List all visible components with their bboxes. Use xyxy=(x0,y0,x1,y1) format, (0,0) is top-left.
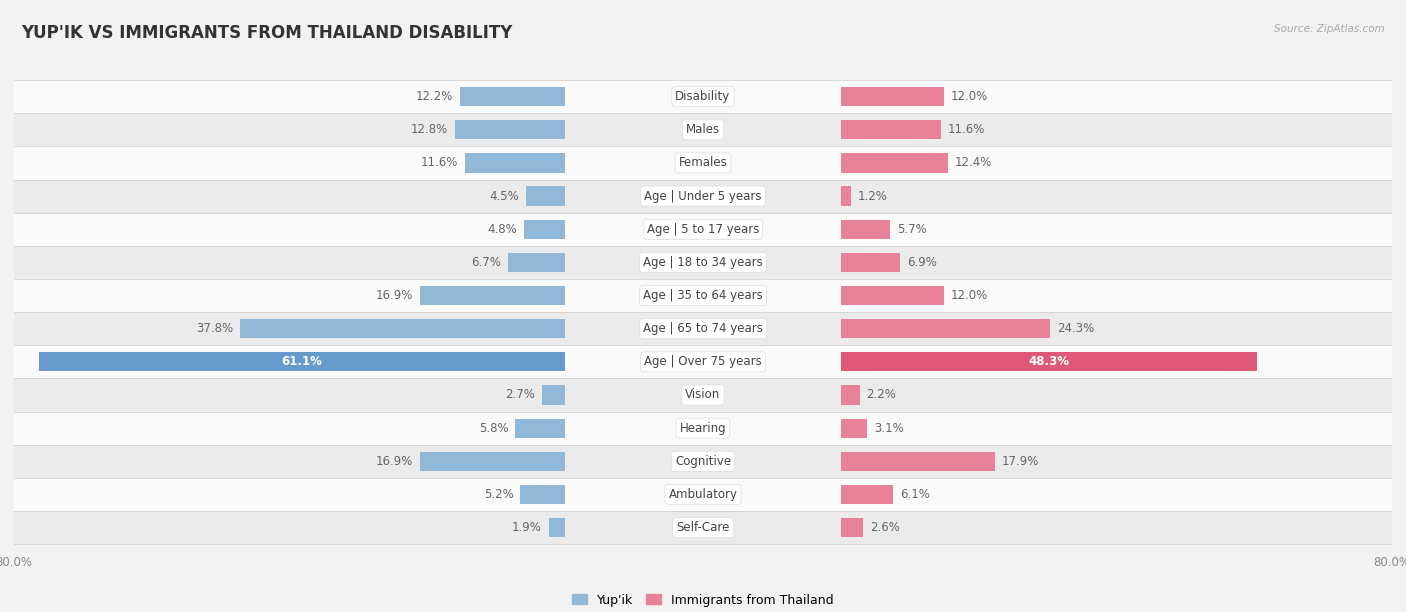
Bar xyxy=(524,220,565,239)
Text: 4.8%: 4.8% xyxy=(488,223,517,236)
Bar xyxy=(841,452,995,471)
Text: Disability: Disability xyxy=(675,90,731,103)
Bar xyxy=(526,187,565,206)
Bar xyxy=(14,146,1392,179)
Bar xyxy=(460,87,565,106)
Text: Cognitive: Cognitive xyxy=(675,455,731,468)
Text: 2.7%: 2.7% xyxy=(505,389,536,401)
Bar xyxy=(541,386,565,405)
Bar xyxy=(841,187,851,206)
Bar xyxy=(841,386,859,405)
Bar xyxy=(14,378,1392,411)
Text: 6.9%: 6.9% xyxy=(907,256,936,269)
Text: Age | 35 to 64 years: Age | 35 to 64 years xyxy=(643,289,763,302)
Bar xyxy=(14,312,1392,345)
Bar xyxy=(548,518,565,537)
Text: 12.0%: 12.0% xyxy=(950,90,988,103)
Text: Age | Over 75 years: Age | Over 75 years xyxy=(644,356,762,368)
Text: 61.1%: 61.1% xyxy=(281,356,322,368)
Bar xyxy=(841,319,1050,338)
Legend: Yup'ik, Immigrants from Thailand: Yup'ik, Immigrants from Thailand xyxy=(572,594,834,606)
Bar xyxy=(14,445,1392,478)
Text: 12.4%: 12.4% xyxy=(955,157,991,170)
Text: YUP'IK VS IMMIGRANTS FROM THAILAND DISABILITY: YUP'IK VS IMMIGRANTS FROM THAILAND DISAB… xyxy=(21,24,512,42)
Text: 11.6%: 11.6% xyxy=(420,157,458,170)
Bar xyxy=(515,419,565,438)
Text: 17.9%: 17.9% xyxy=(1002,455,1039,468)
Text: 1.9%: 1.9% xyxy=(512,521,541,534)
Bar xyxy=(239,319,565,338)
Text: 12.8%: 12.8% xyxy=(411,123,449,136)
Bar xyxy=(14,179,1392,212)
Text: 16.9%: 16.9% xyxy=(375,289,413,302)
Text: Age | 18 to 34 years: Age | 18 to 34 years xyxy=(643,256,763,269)
Text: 37.8%: 37.8% xyxy=(195,322,233,335)
Text: 5.2%: 5.2% xyxy=(484,488,513,501)
Bar xyxy=(841,87,945,106)
Bar xyxy=(419,452,565,471)
Bar xyxy=(841,419,868,438)
Text: Females: Females xyxy=(679,157,727,170)
Bar xyxy=(14,511,1392,544)
Bar xyxy=(419,286,565,305)
Bar xyxy=(14,80,1392,113)
Text: 6.1%: 6.1% xyxy=(900,488,931,501)
Bar xyxy=(841,485,893,504)
Text: 2.2%: 2.2% xyxy=(866,389,897,401)
Bar xyxy=(14,113,1392,146)
Bar xyxy=(14,246,1392,279)
Bar xyxy=(841,518,863,537)
Text: Age | Under 5 years: Age | Under 5 years xyxy=(644,190,762,203)
Bar xyxy=(841,353,1257,371)
Text: 11.6%: 11.6% xyxy=(948,123,986,136)
Bar xyxy=(14,411,1392,445)
Bar xyxy=(14,212,1392,246)
Bar xyxy=(841,154,948,173)
Bar xyxy=(841,253,900,272)
Bar xyxy=(520,485,565,504)
Text: Males: Males xyxy=(686,123,720,136)
Text: 4.5%: 4.5% xyxy=(489,190,520,203)
Bar xyxy=(14,478,1392,511)
Text: Ambulatory: Ambulatory xyxy=(668,488,738,501)
Bar xyxy=(465,154,565,173)
Text: 6.7%: 6.7% xyxy=(471,256,501,269)
Bar xyxy=(841,286,945,305)
Text: Vision: Vision xyxy=(685,389,721,401)
Bar xyxy=(841,220,890,239)
Bar xyxy=(39,353,565,371)
Bar xyxy=(508,253,565,272)
Text: Age | 65 to 74 years: Age | 65 to 74 years xyxy=(643,322,763,335)
Text: 5.7%: 5.7% xyxy=(897,223,927,236)
Text: 5.8%: 5.8% xyxy=(479,422,509,435)
Text: 16.9%: 16.9% xyxy=(375,455,413,468)
Text: 1.2%: 1.2% xyxy=(858,190,887,203)
Text: 12.2%: 12.2% xyxy=(416,90,453,103)
Bar xyxy=(14,279,1392,312)
Text: Hearing: Hearing xyxy=(679,422,727,435)
Text: Age | 5 to 17 years: Age | 5 to 17 years xyxy=(647,223,759,236)
Text: 24.3%: 24.3% xyxy=(1057,322,1094,335)
Text: 2.6%: 2.6% xyxy=(870,521,900,534)
Text: 12.0%: 12.0% xyxy=(950,289,988,302)
Bar xyxy=(14,345,1392,378)
Text: Self-Care: Self-Care xyxy=(676,521,730,534)
Text: 48.3%: 48.3% xyxy=(1028,356,1069,368)
Text: 3.1%: 3.1% xyxy=(875,422,904,435)
Text: Source: ZipAtlas.com: Source: ZipAtlas.com xyxy=(1274,24,1385,34)
Bar xyxy=(841,120,941,140)
Bar xyxy=(456,120,565,140)
